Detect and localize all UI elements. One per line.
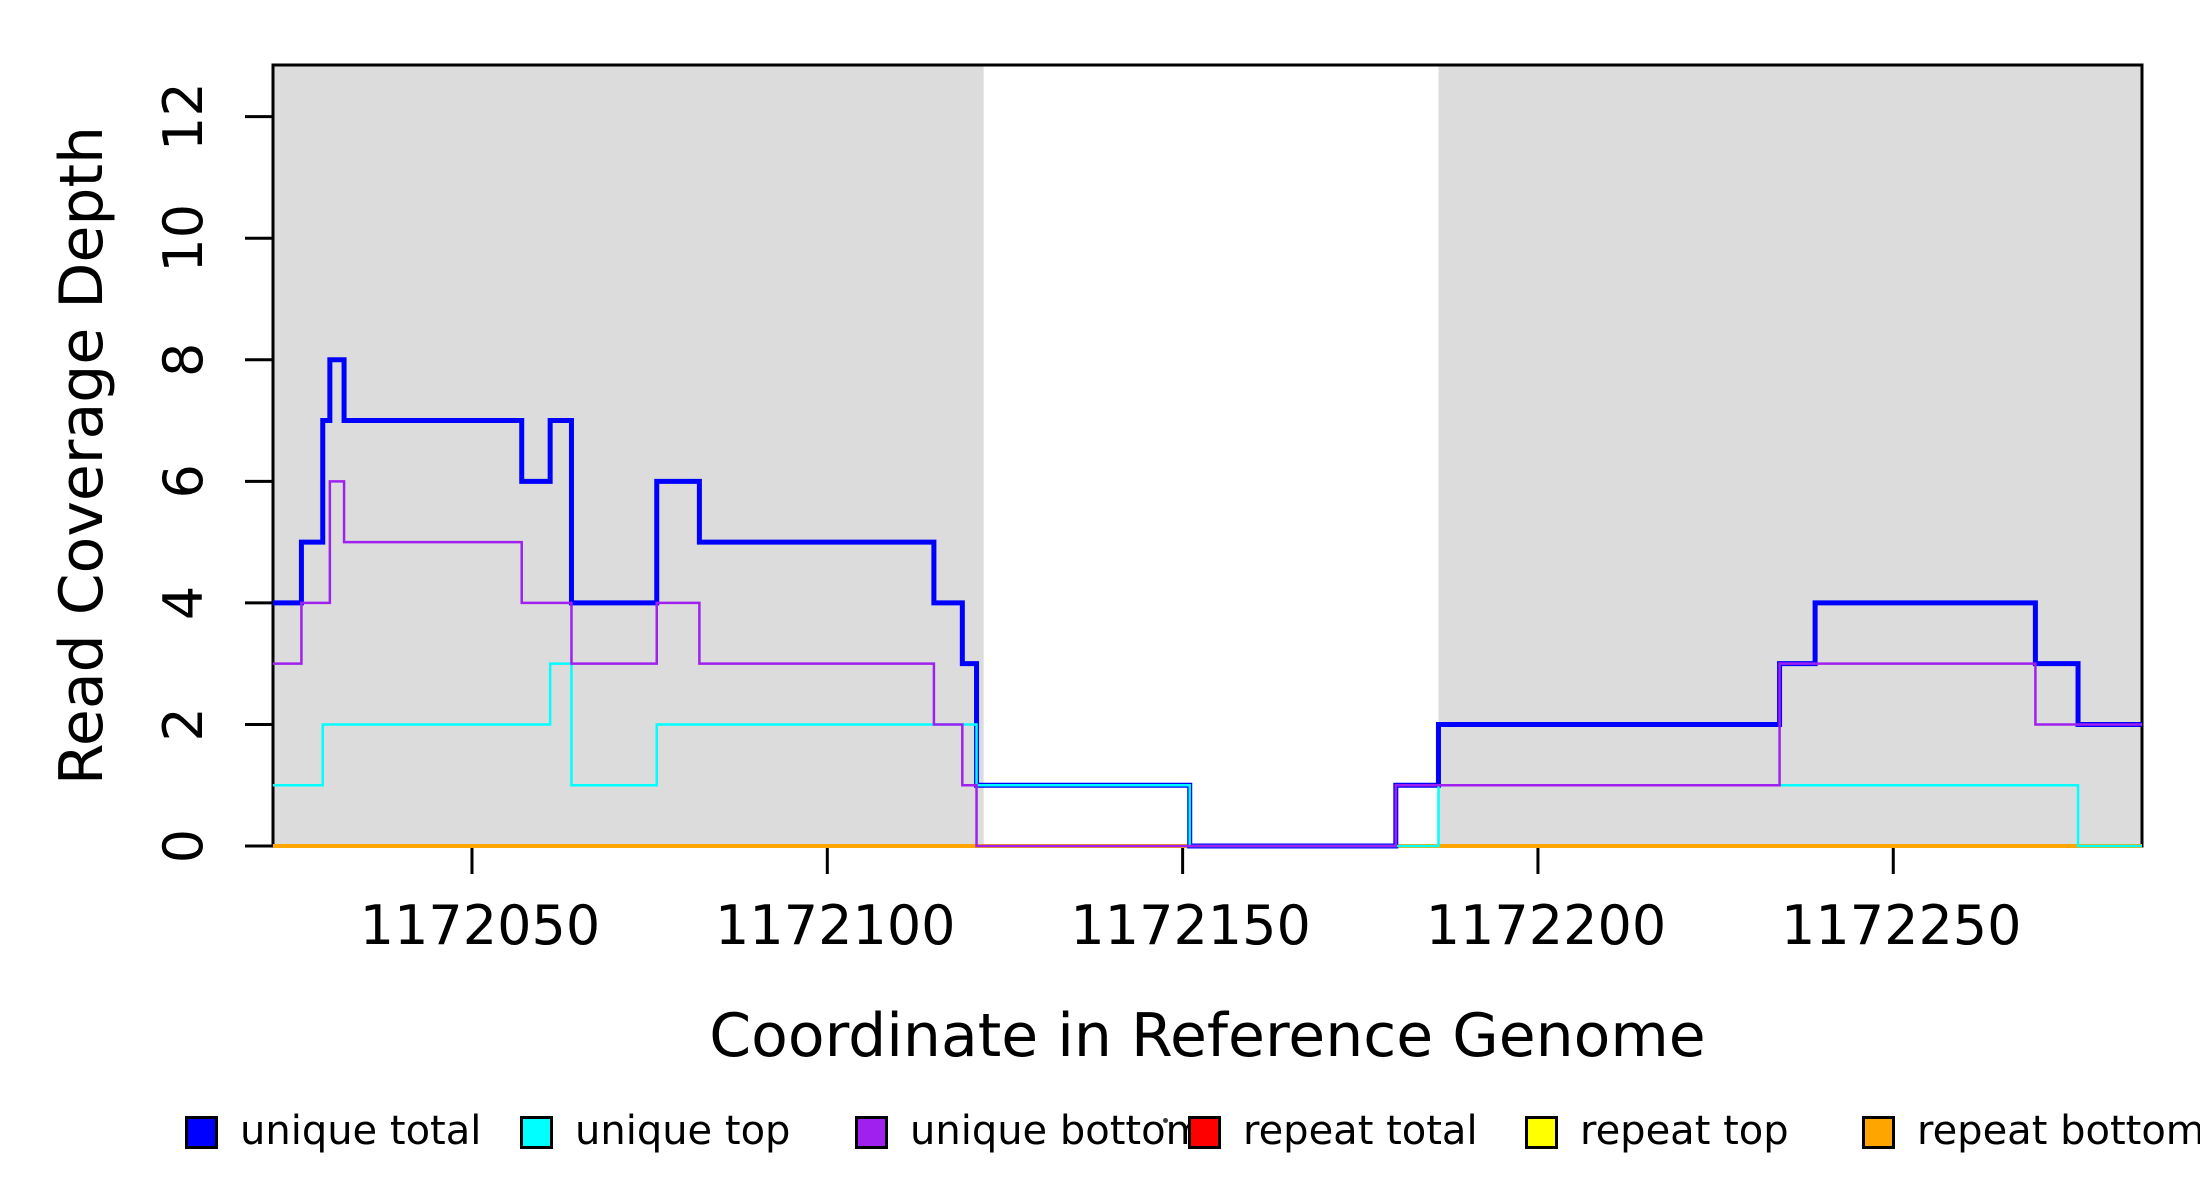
legend-item-unique-bottom: unique bottom [855,1108,1205,1154]
legend-swatch-unique-top [520,1115,553,1149]
legend-swatch-unique-bottom [855,1115,888,1149]
y-axis-tick-label: 8 [152,343,215,377]
repeat-region-right [1438,65,2142,846]
legend-item-unique-total: unique total [185,1108,482,1154]
repeat-region-left [273,65,984,846]
legend-swatch-repeat-top [1525,1115,1558,1149]
legend-swatch-unique-total [185,1115,218,1149]
x-axis-tick-label: 1172250 [1781,894,2022,957]
stray-dot [1163,1118,1168,1123]
legend-label: repeat total [1243,1108,1478,1154]
legend-item-repeat-total: repeat total [1188,1108,1478,1154]
legend-item-unique-top: unique top [520,1108,791,1154]
legend-label: unique total [240,1108,482,1154]
legend-label: unique top [575,1108,791,1154]
legend-swatch-repeat-bottom [1862,1115,1895,1149]
y-axis-tick-label: 10 [152,204,215,273]
legend-item-repeat-bottom: repeat bottom [1862,1108,2200,1154]
y-axis-tick-label: 12 [152,82,215,151]
x-axis-title: Coordinate in Reference Genome [709,1001,1705,1071]
x-axis-tick-label: 1172200 [1426,894,1667,957]
y-axis-tick-label: 0 [152,829,215,863]
x-axis-tick-label: 1172150 [1070,894,1311,957]
x-axis-tick-label: 1172100 [715,894,956,957]
x-axis-tick-label: 1172050 [360,894,601,957]
legend-item-repeat-top: repeat top [1525,1108,1789,1154]
y-axis-tick-label: 6 [152,464,215,498]
series-line-unique-bottom [273,480,2142,848]
legend-label: repeat bottom [1917,1108,2200,1154]
y-axis-tick-label: 2 [152,707,215,741]
y-axis-tick-label: 4 [152,586,215,620]
legend-label: unique bottom [910,1108,1205,1154]
legend-label: repeat top [1580,1108,1789,1154]
y-axis-title: Read Coverage Depth [47,126,117,785]
legend-swatch-repeat-total [1188,1115,1221,1149]
